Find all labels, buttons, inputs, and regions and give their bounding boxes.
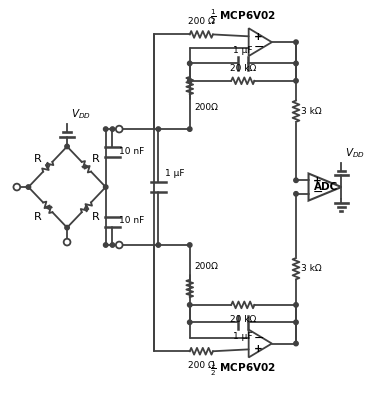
Circle shape [294,191,298,196]
Text: R: R [34,154,42,164]
Text: 1 μF: 1 μF [165,169,185,178]
Circle shape [65,225,69,230]
Circle shape [156,243,160,247]
Circle shape [65,144,69,149]
Text: $V_{DD}$: $V_{DD}$ [345,146,365,160]
Circle shape [116,242,123,248]
Text: 1 μF: 1 μF [233,46,252,55]
Circle shape [14,184,20,190]
Text: 3 kΩ: 3 kΩ [301,107,322,116]
Circle shape [26,185,31,189]
Text: −: − [254,332,264,345]
Circle shape [294,341,298,346]
Circle shape [294,61,298,66]
Text: $V_{DD}$: $V_{DD}$ [71,108,91,121]
Circle shape [188,243,192,247]
Text: 200 Ω: 200 Ω [188,361,215,370]
Circle shape [103,185,108,189]
Circle shape [103,127,108,131]
Circle shape [188,303,192,307]
Text: 200Ω: 200Ω [195,103,219,112]
Text: 1 μF: 1 μF [233,332,252,341]
Text: 200 Ω: 200 Ω [188,17,215,26]
Text: 200Ω: 200Ω [195,262,219,271]
Circle shape [110,127,115,131]
Text: +: + [254,32,262,42]
Text: R: R [92,154,100,164]
Text: +: + [254,344,262,354]
Text: ADC: ADC [314,182,338,192]
Text: 10 nF: 10 nF [119,147,145,156]
Text: −: − [312,186,323,199]
Text: R: R [34,212,42,222]
Text: R: R [92,212,100,222]
Circle shape [294,320,298,325]
Text: 3 kΩ: 3 kΩ [301,264,322,273]
Text: −: − [254,41,264,54]
Text: $\frac{1}{2}$ MCP6V02: $\frac{1}{2}$ MCP6V02 [210,7,276,26]
Circle shape [294,78,298,83]
Circle shape [294,178,298,182]
Circle shape [110,243,115,247]
Circle shape [188,61,192,66]
Text: 20 kΩ: 20 kΩ [230,64,256,73]
Circle shape [116,126,123,132]
Circle shape [188,127,192,131]
Circle shape [103,243,108,247]
Circle shape [188,78,192,83]
Circle shape [64,239,70,245]
Circle shape [188,320,192,325]
Text: +: + [312,177,321,186]
Text: 10 nF: 10 nF [119,216,145,225]
Circle shape [294,303,298,307]
Text: 20 kΩ: 20 kΩ [230,314,256,323]
Text: $\frac{1}{2}$ MCP6V02: $\frac{1}{2}$ MCP6V02 [210,360,276,378]
Circle shape [294,40,298,45]
Circle shape [156,127,160,131]
